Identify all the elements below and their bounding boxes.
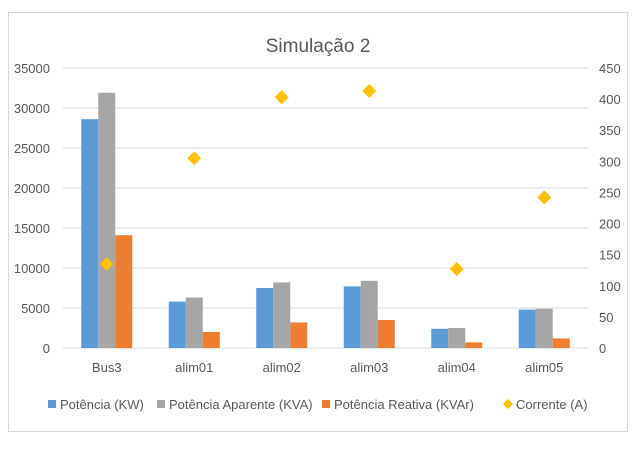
right-tick-label: 350 (599, 123, 621, 138)
point (187, 151, 202, 166)
bar (535, 308, 553, 348)
right-tick-label: 50 (599, 310, 613, 325)
left-tick-label: 10000 (14, 261, 50, 276)
left-tick-label: 15000 (14, 221, 50, 236)
bar (273, 282, 291, 348)
bar (360, 280, 378, 348)
chart-title: Simulação 2 (266, 36, 371, 57)
left-tick-label: 25000 (14, 141, 50, 156)
left-tick-label: 30000 (14, 101, 50, 116)
bar (518, 309, 536, 348)
legend-label: Corrente (A) (516, 397, 588, 412)
category-label: alim02 (263, 360, 301, 375)
category-label: alim03 (350, 360, 388, 375)
left-tick-label: 20000 (14, 181, 50, 196)
right-tick-label: 200 (599, 217, 621, 232)
bar (448, 328, 466, 348)
category-label: alim05 (525, 360, 563, 375)
left-axis: 0 5000 10000 15000 20000 25000 30000 35000 (14, 61, 50, 356)
point (449, 261, 464, 276)
bar (98, 92, 116, 348)
legend-label: Potência (KW) (60, 397, 144, 412)
legend-label: Potência Aparente (KVA) (169, 397, 313, 412)
right-axis: 0 50 100 150 200 250 300 350 400 450 (599, 61, 621, 356)
right-tick-label: 250 (599, 185, 621, 200)
legend: Potência (KW) Potência Aparente (KVA) Potê… (48, 397, 588, 412)
point (537, 190, 552, 205)
left-tick-label: 35000 (14, 61, 50, 76)
left-tick-label: 5000 (21, 301, 50, 316)
bars (81, 92, 570, 348)
bar (256, 288, 274, 348)
category-labels: Bus3 alim01 alim02 alim03 alim04 alim05 (92, 360, 563, 375)
bar (377, 320, 395, 348)
right-tick-label: 400 (599, 92, 621, 107)
bar (115, 235, 133, 348)
bar (202, 332, 220, 348)
right-tick-label: 100 (599, 279, 621, 294)
gridlines (63, 67, 588, 349)
legend-label: Potência Reativa (KVAr) (334, 397, 474, 412)
legend-swatch (157, 400, 165, 408)
right-tick-label: 300 (599, 154, 621, 169)
point (274, 90, 289, 105)
legend-swatch (48, 400, 56, 408)
bar (290, 322, 308, 348)
bar (552, 338, 570, 348)
bar (168, 301, 186, 348)
right-tick-label: 150 (599, 248, 621, 263)
legend-swatch (322, 400, 330, 408)
right-tick-label: 450 (599, 61, 621, 76)
category-label: alim04 (438, 360, 476, 375)
legend-swatch (503, 399, 513, 409)
point (99, 257, 114, 271)
bar (185, 297, 203, 348)
bar (431, 328, 449, 348)
right-tick-label: 0 (599, 341, 606, 356)
category-label: Bus3 (92, 360, 122, 375)
bar (465, 342, 483, 348)
points (99, 84, 552, 276)
point (362, 84, 377, 99)
bar (343, 286, 361, 348)
bar (81, 119, 99, 348)
left-tick-label: 0 (43, 341, 50, 356)
category-label: alim01 (175, 360, 213, 375)
